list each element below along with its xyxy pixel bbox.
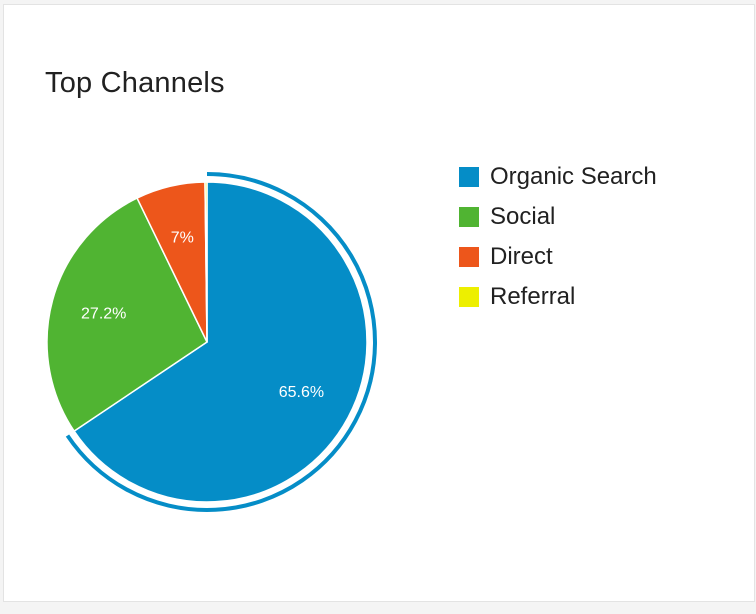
- highlight-ring-organic-search: [65, 172, 377, 512]
- legend-swatch: [459, 247, 479, 267]
- pie-slice-social[interactable]: [46, 197, 208, 432]
- legend-label: Organic Search: [490, 163, 657, 190]
- legend-label: Direct: [490, 243, 553, 270]
- legend-label: Social: [490, 203, 556, 230]
- data-label-organic-search: 65.6%: [279, 384, 324, 401]
- data-label-direct: 7%: [171, 229, 194, 246]
- legend-item-organic-search[interactable]: Organic Search: [459, 157, 657, 197]
- top-channels-card: Top Channels 65.6% 27.2% 7% Organic Search…: [3, 4, 755, 602]
- legend-swatch: [459, 167, 479, 187]
- chart-title: Top Channels: [45, 67, 225, 99]
- legend-item-social[interactable]: Social: [459, 197, 657, 237]
- pie-slice-organic-search[interactable]: [73, 181, 368, 503]
- legend-item-referral[interactable]: Referral: [459, 277, 657, 317]
- legend-label: Referral: [490, 283, 576, 310]
- legend-swatch: [459, 207, 479, 227]
- legend-swatch: [459, 287, 479, 307]
- pie-chart: 65.6% 27.2% 7%: [46, 172, 377, 512]
- legend-item-direct[interactable]: Direct: [459, 237, 657, 277]
- data-label-social: 27.2%: [81, 306, 126, 323]
- pie-slice-referral[interactable]: [204, 181, 208, 343]
- chart-legend: Organic Search Social Direct Referral: [459, 157, 657, 317]
